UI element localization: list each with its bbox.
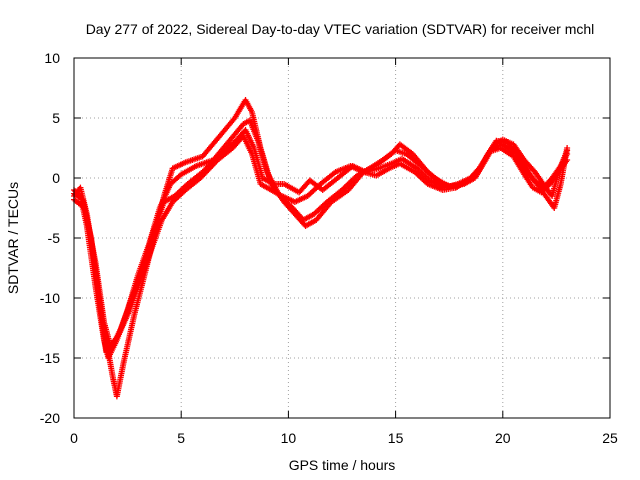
x-tick-label: 0 [70,430,78,446]
x-axis-label: GPS time / hours [289,457,396,473]
y-tick-label: 0 [52,170,60,186]
data-point [564,157,571,163]
y-tick-label: 5 [52,110,60,126]
axis-ticks: 0 5 10 15 20 25 -20 -15 -10 -5 0 5 10 [40,50,618,446]
y-tick-label: -10 [40,290,60,306]
chart-title: Day 277 of 2022, Sidereal Day-to-day VTE… [86,21,595,37]
grid-lines [74,58,610,418]
data-points [71,97,571,400]
data-point [176,172,183,179]
series-trace-4 [71,133,571,349]
y-tick-label: -5 [48,230,61,246]
y-axis-label: SDTVAR / TECUs [5,182,21,294]
data-point [564,151,571,157]
x-tick-label: 5 [177,430,185,446]
y-tick-label: -20 [40,410,60,426]
data-point [475,166,482,173]
x-tick-label: 20 [495,430,511,446]
x-tick-label: 10 [281,430,297,446]
x-tick-label: 25 [602,430,618,446]
y-tick-label: -15 [40,350,60,366]
x-tick-label: 15 [388,430,404,446]
y-tick-label: 10 [44,50,60,66]
